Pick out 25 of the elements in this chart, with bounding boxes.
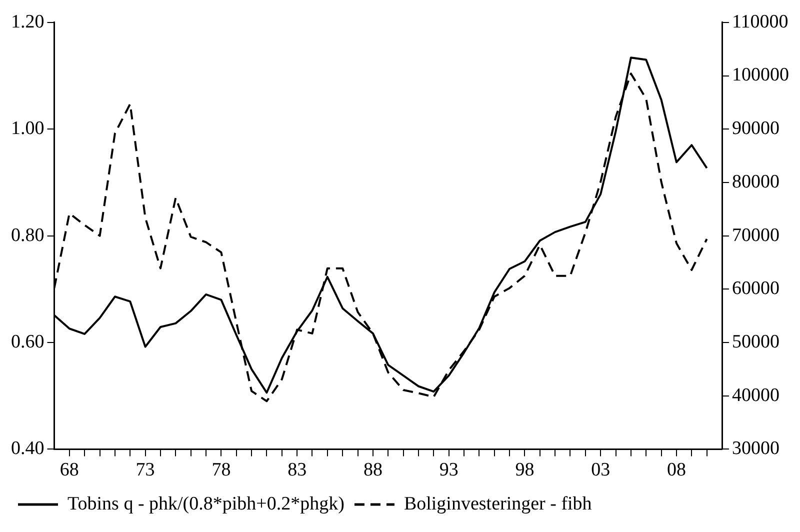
y-tick-label: 1.00 bbox=[11, 118, 44, 140]
x-tick-label: 08 bbox=[666, 460, 686, 481]
y2-tick-label: 110000 bbox=[732, 11, 788, 32]
x-tick-label: 03 bbox=[591, 460, 610, 481]
x-tick-label: 88 bbox=[363, 460, 382, 481]
y2-tick-label: 30000 bbox=[732, 438, 780, 460]
y2-tick-label: 100000 bbox=[732, 64, 789, 86]
y2-tick-label: 40000 bbox=[732, 384, 780, 406]
y2-tick-label: 80000 bbox=[732, 171, 780, 192]
legend-label: Boliginvesteringer - fibh bbox=[404, 493, 592, 514]
y-tick-label: 1.20 bbox=[11, 11, 44, 32]
x-tick-label: 78 bbox=[212, 460, 231, 481]
y-tick-label: 0.60 bbox=[11, 331, 44, 352]
y2-tick-label: 70000 bbox=[732, 224, 780, 246]
x-tick-label: 83 bbox=[288, 460, 307, 481]
x-tick-label: 93 bbox=[439, 460, 458, 481]
x-tick-label: 68 bbox=[60, 460, 79, 481]
x-tick-label: 73 bbox=[136, 460, 155, 481]
y2-tick-label: 90000 bbox=[732, 118, 780, 140]
y-tick-label: 0.40 bbox=[11, 438, 44, 460]
y2-tick-label: 50000 bbox=[732, 331, 780, 352]
y-tick-label: 0.80 bbox=[11, 224, 44, 246]
legend-label: Tobins q - phk/(0.8*pibh+0.2*phgk) bbox=[68, 493, 344, 514]
x-tick-label: 98 bbox=[515, 460, 534, 481]
y2-tick-label: 60000 bbox=[732, 278, 780, 300]
